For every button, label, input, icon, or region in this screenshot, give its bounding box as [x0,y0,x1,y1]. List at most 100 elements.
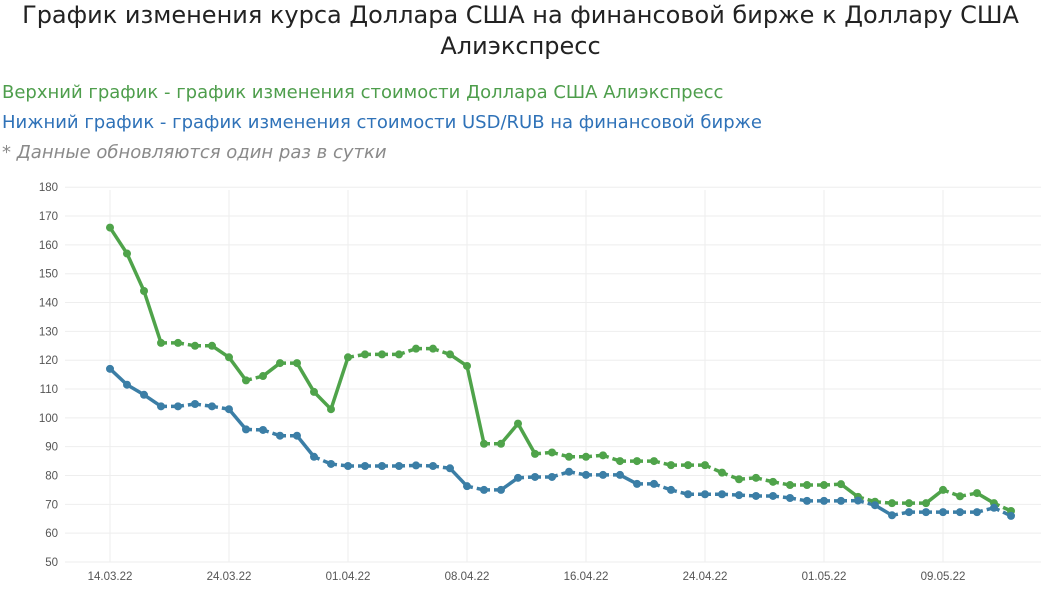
data-point[interactable] [837,496,845,505]
data-point[interactable] [157,338,165,347]
data-point[interactable] [752,473,760,482]
data-point[interactable] [633,479,641,488]
data-point[interactable] [939,508,947,517]
data-point[interactable] [990,503,998,512]
data-point[interactable] [140,390,148,399]
data-point[interactable] [310,387,318,396]
data-point[interactable] [531,449,539,458]
data-point[interactable] [497,439,505,448]
data-point[interactable] [395,350,403,359]
data-point[interactable] [650,457,658,466]
data-point[interactable] [276,431,284,440]
data-point[interactable] [548,448,556,457]
data-point[interactable] [616,470,624,479]
data-point[interactable] [769,477,777,486]
data-point[interactable] [310,452,318,461]
data-point[interactable] [684,490,692,499]
data-point[interactable] [446,464,454,473]
data-point[interactable] [497,485,505,494]
data-point[interactable] [123,249,131,258]
data-point[interactable] [412,461,420,470]
data-point[interactable] [344,461,352,470]
data-point[interactable] [701,461,709,470]
data-point[interactable] [327,405,335,414]
data-point[interactable] [140,286,148,295]
data-point[interactable] [888,511,896,520]
data-point[interactable] [650,479,658,488]
data-point[interactable] [412,344,420,353]
data-point[interactable] [973,489,981,498]
data-point[interactable] [531,472,539,481]
data-point[interactable] [752,491,760,500]
data-point[interactable] [446,350,454,359]
data-point[interactable] [837,480,845,489]
data-point[interactable] [769,491,777,500]
data-point[interactable] [599,470,607,479]
data-point[interactable] [735,491,743,500]
data-point[interactable] [922,508,930,517]
data-point[interactable] [208,341,216,350]
data-point[interactable] [548,472,556,481]
data-point[interactable] [565,467,573,476]
data-point[interactable] [684,461,692,470]
data-point[interactable] [582,470,590,479]
data-point[interactable] [905,508,913,517]
data-point[interactable] [378,461,386,470]
data-point[interactable] [956,492,964,501]
data-point[interactable] [888,499,896,508]
data-point[interactable] [956,508,964,517]
data-point[interactable] [939,485,947,494]
data-point[interactable] [123,380,131,389]
data-point[interactable] [191,400,199,409]
data-point[interactable] [480,439,488,448]
data-point[interactable] [327,459,335,468]
data-point[interactable] [803,496,811,505]
data-point[interactable] [820,496,828,505]
data-point[interactable] [599,451,607,460]
data-point[interactable] [174,338,182,347]
data-point[interactable] [157,402,165,411]
data-point[interactable] [854,496,862,505]
data-point[interactable] [1007,511,1015,520]
data-point[interactable] [259,372,267,381]
data-point[interactable] [820,481,828,490]
data-point[interactable] [378,350,386,359]
data-point[interactable] [735,475,743,484]
data-point[interactable] [208,402,216,411]
data-point[interactable] [429,461,437,470]
data-point[interactable] [293,359,301,368]
data-point[interactable] [718,468,726,477]
data-point[interactable] [667,485,675,494]
data-point[interactable] [633,457,641,466]
data-point[interactable] [344,353,352,362]
data-point[interactable] [429,344,437,353]
data-point[interactable] [395,461,403,470]
data-point[interactable] [905,499,913,508]
data-point[interactable] [701,490,709,499]
data-point[interactable] [225,405,233,414]
data-point[interactable] [242,376,250,385]
data-point[interactable] [667,461,675,470]
data-point[interactable] [871,501,879,510]
data-point[interactable] [174,402,182,411]
data-point[interactable] [361,350,369,359]
data-point[interactable] [259,425,267,434]
data-point[interactable] [616,457,624,466]
data-point[interactable] [480,485,488,494]
data-point[interactable] [514,419,522,428]
data-point[interactable] [565,452,573,461]
data-point[interactable] [463,361,471,370]
data-point[interactable] [106,364,114,373]
data-point[interactable] [242,425,250,434]
data-point[interactable] [276,359,284,368]
data-point[interactable] [361,461,369,470]
data-point[interactable] [106,223,114,232]
data-point[interactable] [973,508,981,517]
data-point[interactable] [922,499,930,508]
data-point[interactable] [786,481,794,490]
data-point[interactable] [582,452,590,461]
data-point[interactable] [718,490,726,499]
data-point[interactable] [463,482,471,491]
data-point[interactable] [514,473,522,482]
data-point[interactable] [786,493,794,502]
